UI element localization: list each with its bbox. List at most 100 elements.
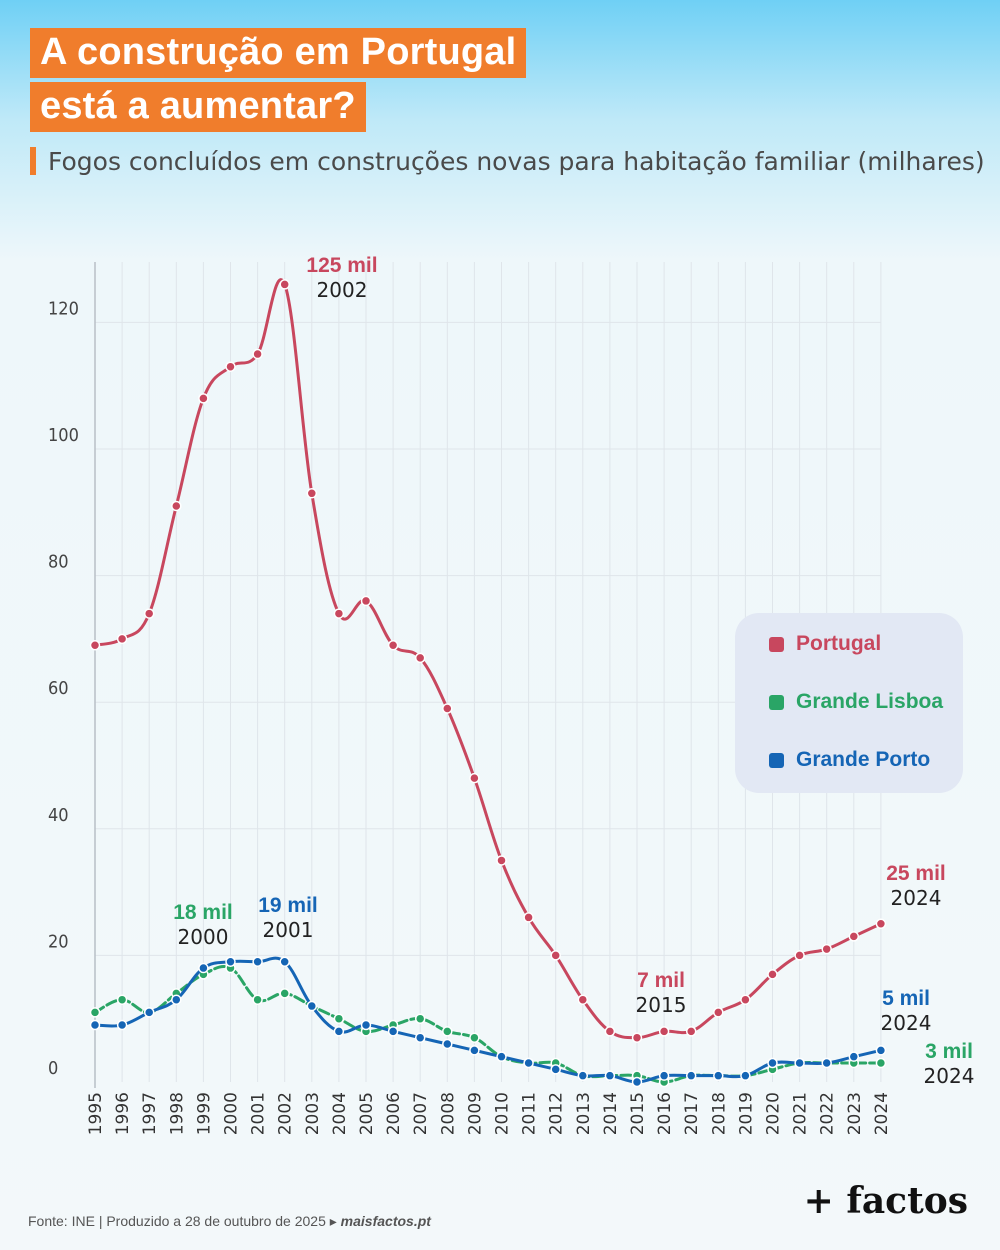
footer-produced-text: Produzido a 28 de outubro de 2025 [106,1213,326,1229]
x-tick-label-1998: 1998 [167,1092,187,1135]
annotation-value-grande-lisboa-2024: 3 mil [925,1040,973,1063]
subtitle-text: Fogos concluídos em construções novas pa… [48,146,985,176]
point-portugal-2005 [360,595,372,607]
annotation-value-portugal-2015: 7 mil [637,969,685,992]
x-tick-label-2023: 2023 [845,1092,865,1135]
footer-separator: | [98,1213,103,1229]
point-portugal-2002 [279,279,290,290]
point-portugal-2004 [333,608,345,619]
x-tick-label-2014: 2014 [601,1092,621,1135]
y-axis-ticks: 0 20 40 60 80 100 120 [48,298,79,1079]
point-grande-porto-2020 [767,1057,778,1069]
point-grande-porto-1995 [89,1019,101,1031]
legend-swatch-grande-lisboa [769,694,784,710]
point-grande-porto-2009 [469,1045,480,1056]
point-grande-porto-2016 [658,1070,670,1081]
point-portugal-2007 [414,652,426,664]
point-portugal-2017 [685,1026,697,1037]
point-grande-porto-2008 [442,1038,453,1050]
point-grande-porto-2021 [794,1057,805,1069]
x-tick-label-2009: 2009 [465,1092,485,1135]
point-grande-porto-2012 [550,1064,561,1075]
x-tick-label-2012: 2012 [547,1092,567,1135]
point-grande-porto-2014 [604,1070,616,1081]
x-tick-label-2016: 2016 [655,1092,675,1135]
series-line-grande-porto [93,956,883,1084]
point-portugal-1997 [143,608,155,619]
point-portugal-2011 [523,912,534,923]
x-tick-label-2002: 2002 [276,1092,296,1135]
x-tick-label-2017: 2017 [682,1092,702,1135]
point-portugal-2006 [387,639,399,651]
x-tick-label-2020: 2020 [764,1092,784,1135]
x-tick-label-2004: 2004 [330,1092,350,1135]
point-grande-porto-2013 [577,1070,589,1081]
x-tick-label-2011: 2011 [520,1092,540,1135]
x-tick-label-2019: 2019 [736,1092,756,1135]
annotation-year-portugal-2015: 2015 [636,993,687,1017]
point-portugal-2009 [469,772,480,784]
legend-label-grande-porto: Grande Porto [796,748,931,771]
point-portugal-2001 [252,348,263,360]
point-portugal-2022 [821,943,832,955]
point-grande-lisboa-1996 [116,994,128,1005]
point-portugal-1996 [116,633,128,645]
annotation-year-grande-porto-2024: 2024 [881,1011,932,1035]
point-portugal-2018 [713,1007,724,1018]
legend-item-portugal: Portugal [769,632,881,656]
point-portugal-2023 [848,931,860,942]
point-grande-lisboa-1995 [89,1007,101,1018]
legend-swatch-grande-porto [769,752,784,768]
x-tick-label-2021: 2021 [791,1092,811,1135]
point-grande-lisboa-2002 [279,988,290,999]
point-grande-lisboa-2004 [333,1013,345,1024]
footer-arrow-icon: ▸ [329,1213,337,1229]
x-tick-label-1995: 1995 [86,1092,106,1135]
x-tick-label-2022: 2022 [818,1092,838,1135]
point-portugal-2020 [767,969,778,980]
point-grande-lisboa-2009 [469,1032,480,1043]
annotation-value-grande-porto-2024: 5 mil [882,987,930,1010]
legend: Portugal Grande Lisboa Grande Porto [735,613,963,793]
annotation-value-portugal-2002: 125 mil [306,254,377,277]
point-grande-lisboa-2001 [252,994,263,1005]
annotation-year-grande-porto-2001: 2001 [263,918,314,942]
point-grande-porto-2007 [414,1032,426,1043]
point-grande-porto-2002 [279,956,290,967]
point-grande-porto-1997 [143,1007,155,1018]
point-grande-porto-2018 [713,1070,724,1081]
point-grande-porto-1999 [198,962,209,974]
x-axis-ticks: 1995 1996 1997 1998 1999 2000 2001 2002 2003 2004… [86,1092,892,1135]
legend-item-grande-lisboa: Grande Lisboa [769,690,943,714]
point-grande-porto-2005 [360,1019,372,1031]
x-tick-label-2006: 2006 [384,1092,404,1135]
x-tick-label-2013: 2013 [574,1092,594,1135]
x-tick-label-1999: 1999 [194,1092,214,1135]
footer-source-text: Fonte: INE [28,1213,95,1229]
y-tick-label-60: 60 [48,678,69,699]
y-tick-label-100: 100 [48,425,79,446]
annotation-year-portugal-2002: 2002 [317,278,368,302]
brand-logo: + factos [803,1180,968,1222]
subtitle: Fogos concluídos em construções novas pa… [30,146,985,176]
point-grande-porto-2019 [740,1070,751,1081]
point-grande-porto-2022 [821,1057,832,1069]
point-portugal-2019 [740,994,751,1005]
annotation-year-grande-lisboa-2024: 2024 [924,1064,975,1088]
point-portugal-1998 [171,500,182,512]
point-portugal-2008 [442,703,453,714]
point-grande-lisboa-2007 [414,1013,426,1024]
annotation-year-grande-lisboa-2000: 2000 [178,925,229,949]
point-grande-porto-1998 [171,994,182,1005]
footer-site-link[interactable]: maisfactos.pt [340,1213,431,1229]
point-grande-porto-1996 [116,1019,128,1031]
x-tick-label-2024: 2024 [872,1092,892,1135]
x-tick-label-2001: 2001 [249,1092,269,1135]
x-tick-label-1997: 1997 [140,1092,160,1135]
series-line-portugal [93,278,883,1040]
point-portugal-2003 [306,488,318,499]
point-portugal-2016 [658,1026,670,1037]
point-grande-porto-2011 [523,1057,534,1069]
